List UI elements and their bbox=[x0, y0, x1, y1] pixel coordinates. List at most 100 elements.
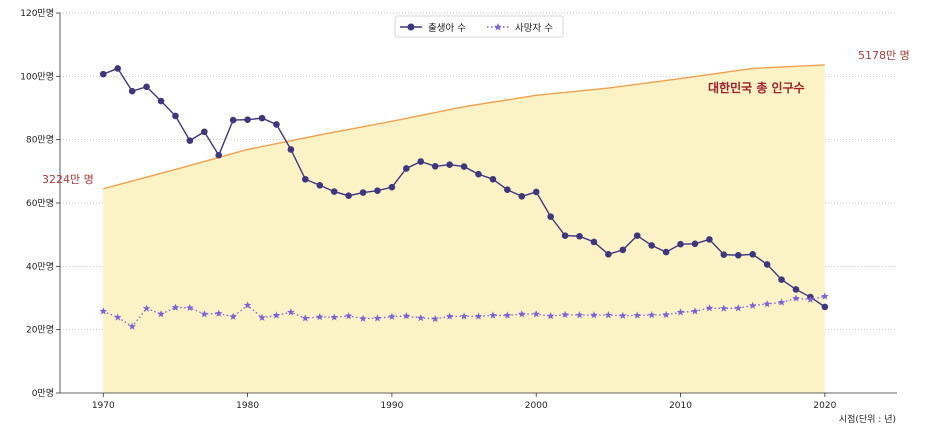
births-point bbox=[605, 251, 612, 258]
deaths-point bbox=[532, 310, 541, 318]
deaths-point bbox=[287, 308, 295, 316]
legend-births-marker bbox=[407, 23, 415, 31]
end-population-label: 5178만 명 bbox=[858, 49, 910, 62]
deaths-point bbox=[460, 312, 468, 320]
births-point bbox=[489, 175, 497, 183]
births-point bbox=[691, 240, 699, 248]
deaths-series bbox=[99, 292, 829, 330]
births-point bbox=[504, 186, 511, 193]
births-point bbox=[576, 232, 583, 240]
deaths-point bbox=[821, 292, 829, 300]
y-tick-label: 40만명 bbox=[26, 261, 54, 272]
axes: 0만명 20만명 40만명 60만명 80만명 100만명 120만명 1970 1980 199… bbox=[20, 8, 897, 411]
deaths-point bbox=[416, 313, 425, 322]
population-line bbox=[103, 64, 825, 190]
deaths-point bbox=[229, 312, 237, 320]
births-point bbox=[374, 187, 381, 194]
legend-box bbox=[394, 15, 564, 38]
births-point bbox=[143, 83, 150, 91]
deaths-point bbox=[359, 314, 367, 322]
y-tick-label: 100만명 bbox=[20, 71, 54, 82]
deaths-point bbox=[157, 310, 165, 318]
births-point bbox=[778, 276, 785, 283]
deaths-point bbox=[214, 309, 223, 317]
x-tick-label: 2020 bbox=[813, 401, 836, 411]
births-point bbox=[590, 238, 598, 246]
population-area-title: 대한민국 총 인구수 bbox=[708, 80, 805, 95]
births-point bbox=[431, 162, 439, 170]
births-point bbox=[792, 286, 800, 293]
deaths-point bbox=[445, 312, 454, 320]
births-point bbox=[186, 137, 194, 144]
births-point bbox=[99, 70, 107, 78]
births-point bbox=[518, 193, 526, 200]
x-tick-label: 1970 bbox=[92, 401, 115, 411]
x-tick-label: 2010 bbox=[669, 401, 692, 411]
births-point bbox=[229, 116, 237, 124]
deaths-point bbox=[647, 311, 656, 319]
births-point bbox=[403, 165, 410, 172]
deaths-point bbox=[171, 303, 180, 311]
deaths-point bbox=[748, 301, 757, 309]
births-point bbox=[720, 251, 728, 258]
births-point bbox=[749, 251, 756, 258]
births-point bbox=[648, 242, 655, 249]
births-point bbox=[157, 97, 165, 105]
births-point bbox=[273, 121, 280, 128]
deaths-point bbox=[243, 301, 252, 309]
births-point bbox=[302, 175, 309, 183]
deaths-point bbox=[99, 307, 108, 315]
legend-deaths-marker bbox=[494, 23, 502, 31]
births-point bbox=[388, 183, 396, 191]
births-point bbox=[128, 87, 136, 95]
deaths-point bbox=[777, 298, 786, 306]
population-area bbox=[103, 64, 825, 393]
start-population-label: 3224만 명 bbox=[42, 173, 94, 186]
births-point bbox=[547, 213, 554, 220]
deaths-point bbox=[489, 311, 497, 319]
deaths-point bbox=[431, 314, 440, 323]
deaths-point bbox=[388, 312, 396, 320]
deaths-point bbox=[705, 304, 714, 312]
deaths-point bbox=[344, 312, 353, 320]
births-point bbox=[619, 246, 627, 254]
deaths-point bbox=[330, 313, 338, 321]
deaths-point bbox=[662, 310, 670, 319]
deaths-point bbox=[315, 313, 324, 321]
x-tick-label: 1980 bbox=[236, 401, 259, 411]
x-tick-label: 1990 bbox=[380, 401, 403, 411]
deaths-point bbox=[806, 295, 815, 303]
births-point bbox=[417, 158, 425, 165]
y-tick-label: 120만명 bbox=[20, 8, 54, 19]
annotations: 3224만 명 5178만 명 대한민국 총 인구수 bbox=[42, 49, 910, 186]
births-point bbox=[258, 114, 266, 122]
deaths-point bbox=[142, 304, 151, 312]
deaths-point bbox=[186, 303, 194, 312]
deaths-point bbox=[561, 310, 569, 319]
x-tick-label: 2000 bbox=[525, 401, 548, 411]
births-point bbox=[244, 116, 251, 124]
births-point bbox=[677, 240, 684, 248]
births-point bbox=[287, 146, 295, 153]
deaths-point bbox=[503, 311, 512, 319]
births-point bbox=[316, 181, 324, 189]
births-point bbox=[633, 232, 641, 239]
births-point bbox=[446, 161, 453, 168]
births-point bbox=[172, 112, 179, 120]
deaths-point bbox=[604, 311, 613, 319]
deaths-point bbox=[301, 314, 310, 322]
deaths-point bbox=[633, 311, 642, 319]
deaths-point bbox=[734, 304, 743, 312]
births-point bbox=[532, 188, 540, 196]
legend-deaths-label: 사망자 수 bbox=[515, 23, 553, 34]
deaths-point bbox=[517, 310, 526, 318]
births-point bbox=[359, 189, 367, 196]
births-point bbox=[330, 188, 338, 195]
deaths-point bbox=[474, 312, 483, 320]
births-point bbox=[662, 248, 670, 256]
deaths-point bbox=[373, 314, 382, 322]
deaths-point bbox=[720, 304, 728, 312]
deaths-point bbox=[619, 311, 627, 319]
births-point bbox=[561, 232, 569, 239]
